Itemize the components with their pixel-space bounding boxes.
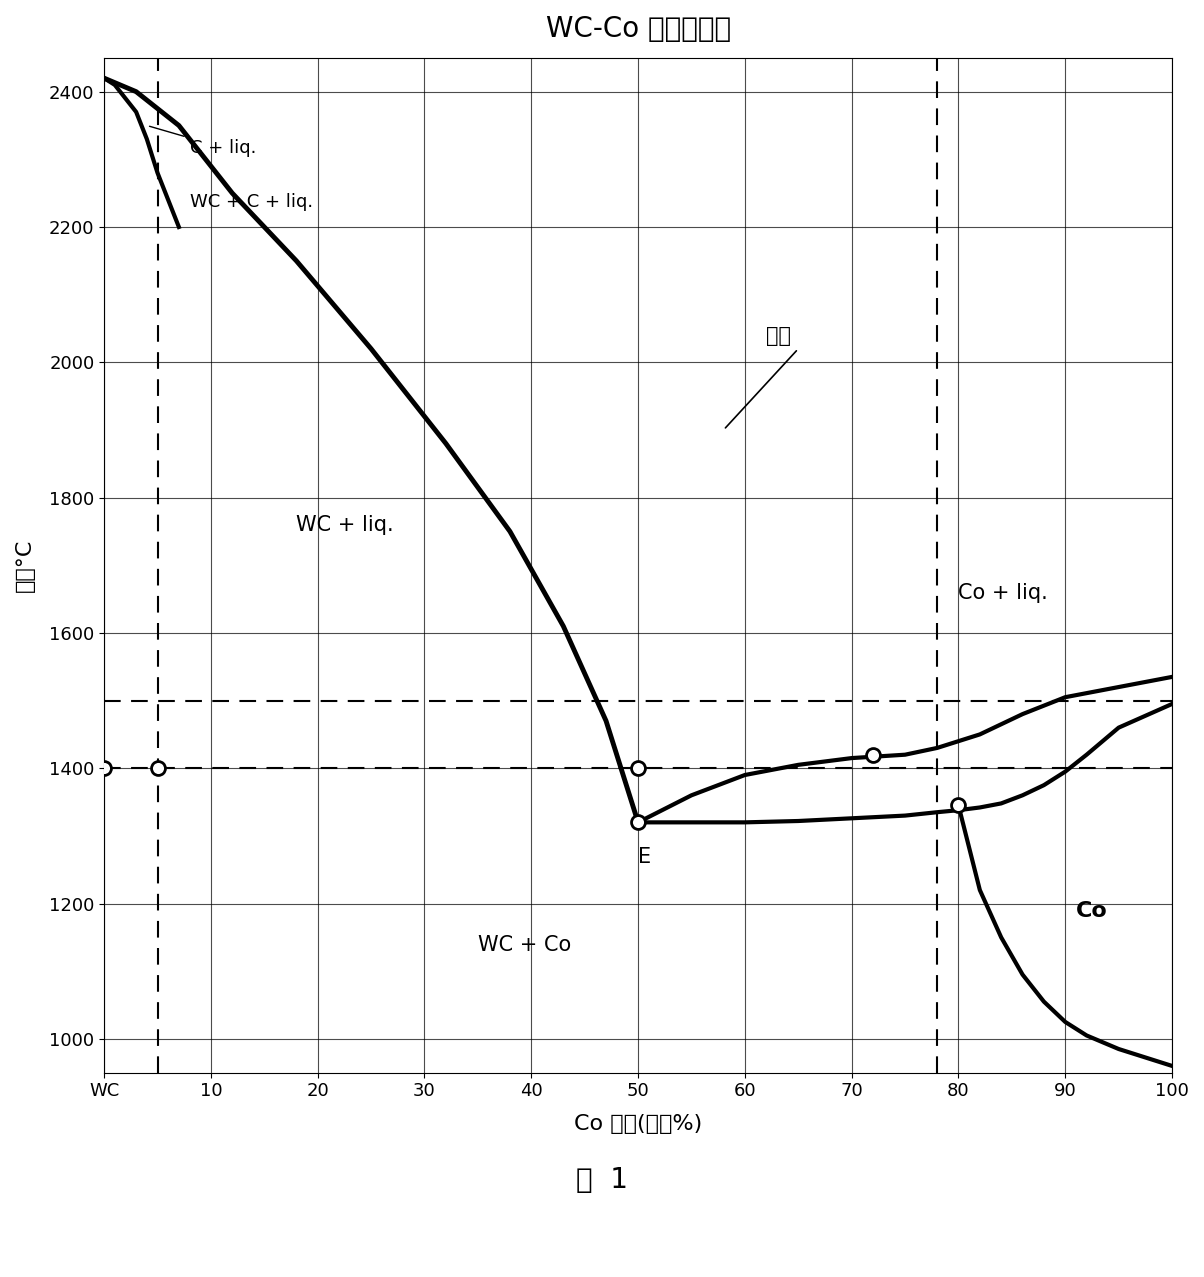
Text: 液体: 液体: [766, 326, 791, 346]
Text: WC + liq.: WC + liq.: [296, 516, 394, 535]
Text: WC + Co: WC + Co: [478, 935, 571, 955]
Text: E: E: [638, 847, 651, 867]
Text: C + liq.: C + liq.: [149, 126, 256, 157]
Title: WC-Co 伪二元相图: WC-Co 伪二元相图: [545, 15, 731, 43]
Text: Co + liq.: Co + liq.: [958, 584, 1049, 603]
Text: Co: Co: [1076, 902, 1108, 921]
Text: WC + C + liq.: WC + C + liq.: [189, 193, 313, 211]
Text: 图  1: 图 1: [576, 1166, 628, 1194]
Y-axis label: 温度°C: 温度°C: [14, 539, 35, 593]
X-axis label: Co 含量(重量%): Co 含量(重量%): [574, 1115, 702, 1134]
